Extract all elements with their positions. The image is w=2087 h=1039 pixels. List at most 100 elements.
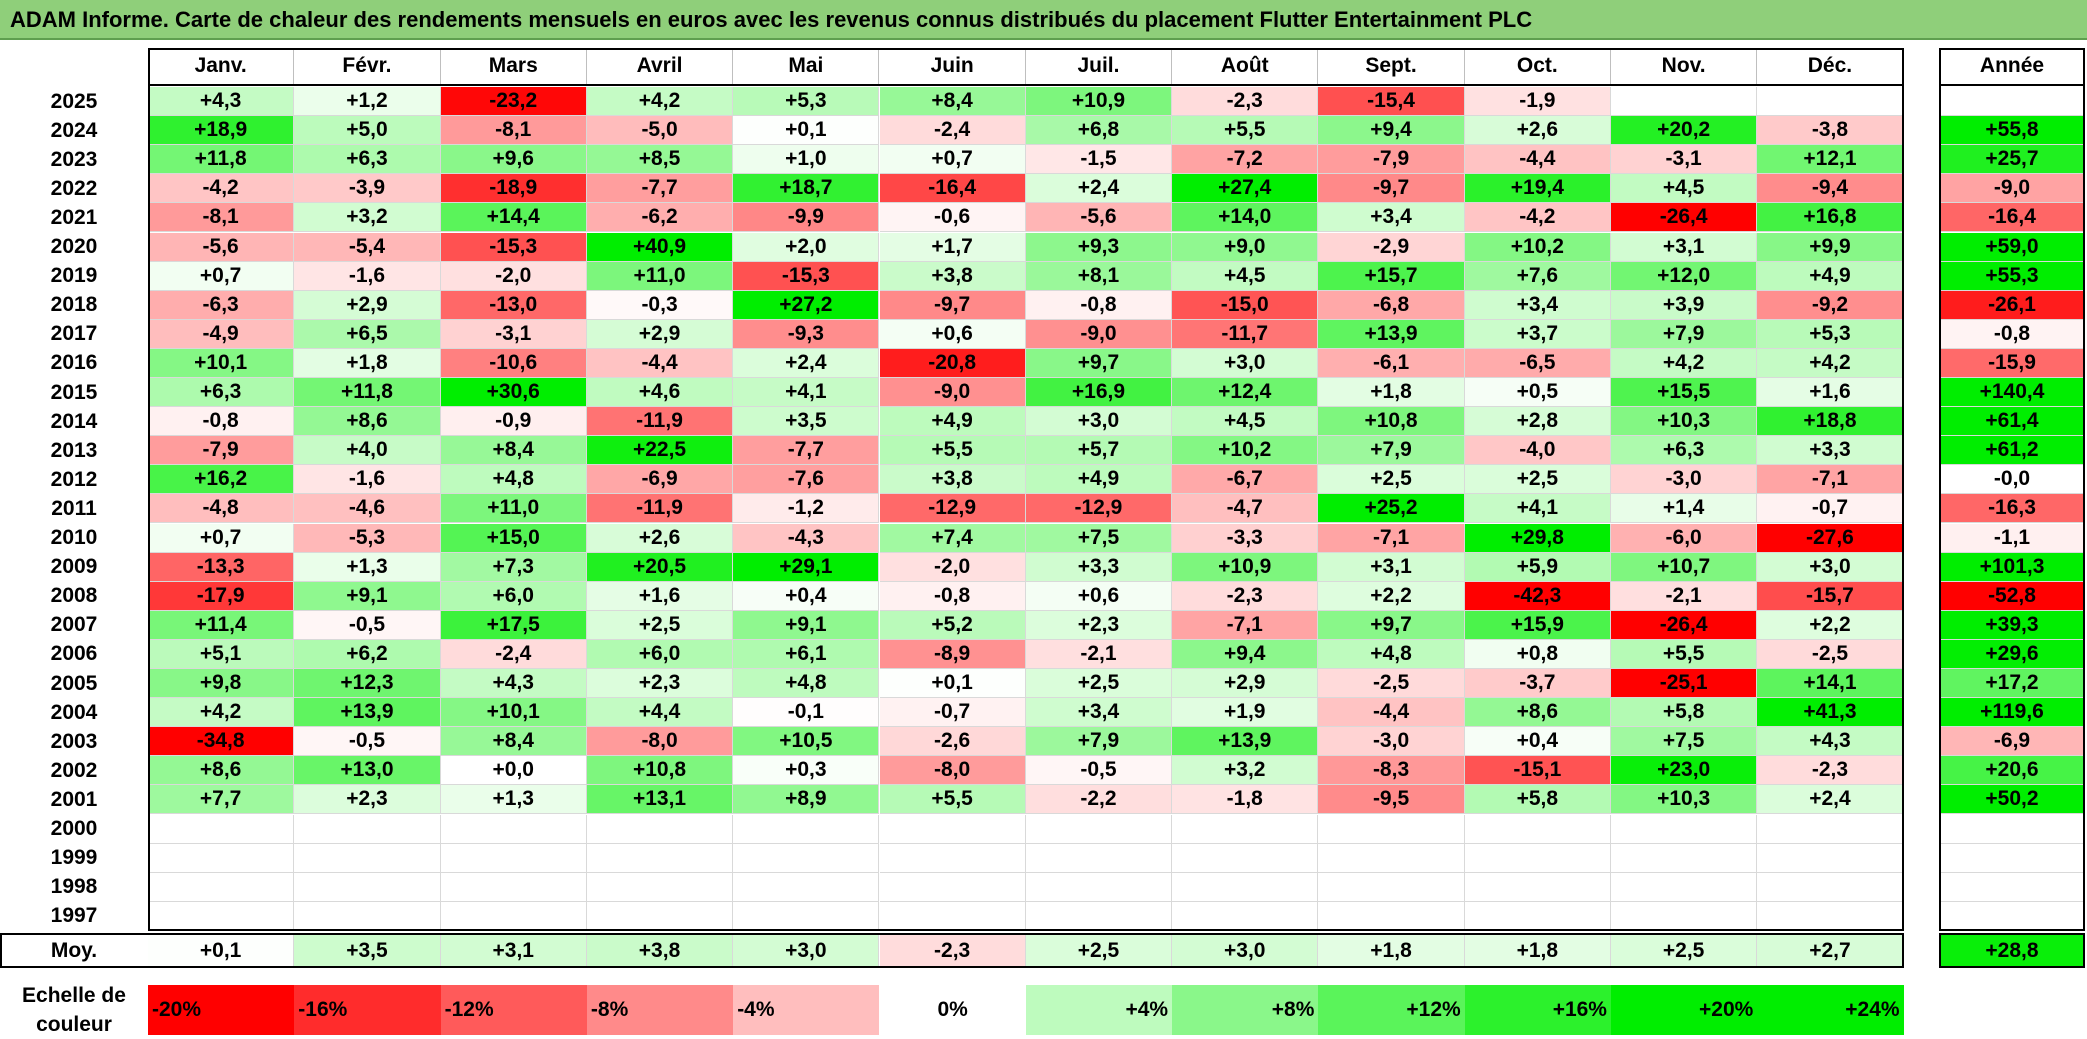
heatmap-cell: +4,9 bbox=[879, 407, 1026, 437]
annual-cell: +140,4 bbox=[1939, 378, 2085, 408]
annual-cell: -16,4 bbox=[1939, 203, 2085, 233]
heatmap-cell: +7,6 bbox=[1464, 261, 1611, 291]
annual-cell: -0,0 bbox=[1939, 465, 2085, 495]
heatmap-cell: -7,1 bbox=[1172, 610, 1319, 640]
heatmap-cell: +4,9 bbox=[1757, 261, 1904, 291]
heatmap-cell: +13,1 bbox=[586, 785, 734, 815]
row-year-label: 2005 bbox=[0, 669, 148, 699]
heatmap-cell: +3,2 bbox=[1172, 756, 1319, 786]
heatmap-cell: +29,8 bbox=[1464, 523, 1611, 553]
heatmap-cell bbox=[879, 814, 1026, 844]
heatmap-cell: +17,5 bbox=[440, 610, 587, 640]
heatmap-cell: +4,8 bbox=[440, 465, 587, 495]
heatmap-cell: +25,2 bbox=[1318, 494, 1465, 524]
heatmap-cell: +27,4 bbox=[1172, 174, 1319, 204]
row-year-label: 2014 bbox=[0, 407, 148, 437]
heatmap-cell: -6,0 bbox=[1611, 523, 1758, 553]
heatmap-cell: -3,1 bbox=[1611, 145, 1758, 175]
heatmap-cell: +10,8 bbox=[586, 756, 734, 786]
heatmap-cell: -2,4 bbox=[879, 116, 1026, 146]
row-year-label: 2004 bbox=[0, 698, 148, 728]
scale-label-line2: couleur bbox=[36, 1013, 112, 1036]
annual-cell: -0,8 bbox=[1939, 319, 2085, 349]
heatmap-cell: -2,1 bbox=[1611, 581, 1758, 611]
heatmap-cell: -9,9 bbox=[733, 203, 880, 233]
heatmap-cell: +5,3 bbox=[1757, 319, 1904, 349]
heatmap-cell: +4,3 bbox=[1757, 727, 1904, 757]
heatmap-cell: -7,9 bbox=[148, 436, 295, 466]
heatmap-cell: -6,7 bbox=[1172, 465, 1319, 495]
heatmap-cell: -42,3 bbox=[1464, 581, 1611, 611]
heatmap-cell: +5,3 bbox=[733, 87, 880, 117]
heatmap-cell: +2,2 bbox=[1757, 610, 1904, 640]
heatmap-cell: +2,9 bbox=[294, 290, 441, 320]
heatmap-cell: +2,5 bbox=[1318, 465, 1465, 495]
heatmap-cell bbox=[1025, 843, 1173, 873]
scale-swatch: -4% bbox=[733, 985, 880, 1035]
heatmap-cell: -11,9 bbox=[586, 494, 734, 524]
month-header-11: Nov. bbox=[1611, 48, 1758, 84]
row-year-label: 2017 bbox=[0, 319, 148, 349]
heatmap-cell: +13,9 bbox=[294, 698, 441, 728]
annual-cell: +20,6 bbox=[1939, 756, 2085, 786]
heatmap-cell: +4,9 bbox=[1025, 465, 1173, 495]
annual-cell bbox=[1939, 814, 2085, 844]
heatmap-cell: +9,0 bbox=[1172, 232, 1319, 262]
heatmap-cell bbox=[1757, 814, 1904, 844]
heatmap-cell: +3,8 bbox=[879, 465, 1026, 495]
row-year-label: 2007 bbox=[0, 610, 148, 640]
heatmap-cell bbox=[1611, 814, 1758, 844]
heatmap-cell bbox=[1172, 872, 1319, 902]
heatmap-cell: -2,4 bbox=[440, 639, 587, 669]
heatmap-cell: +6,0 bbox=[586, 639, 734, 669]
heatmap-cell: +6,0 bbox=[440, 581, 587, 611]
heatmap-cell: -0,6 bbox=[879, 203, 1026, 233]
row-year-label: 1997 bbox=[0, 901, 148, 931]
heatmap-cell: +18,9 bbox=[148, 116, 295, 146]
heatmap-cell: -0,8 bbox=[148, 407, 295, 437]
heatmap-cell: -6,2 bbox=[586, 203, 734, 233]
heatmap-cell bbox=[1025, 872, 1173, 902]
heatmap-cell: +18,8 bbox=[1757, 407, 1904, 437]
heatmap-cell: +7,9 bbox=[1611, 319, 1758, 349]
heatmap-cell bbox=[148, 872, 295, 902]
heatmap-cell: -20,8 bbox=[879, 348, 1026, 378]
heatmap-cell bbox=[1611, 87, 1758, 117]
heatmap-cell: +5,2 bbox=[879, 610, 1026, 640]
heatmap-cell: +2,8 bbox=[1464, 407, 1611, 437]
row-year-label: 2018 bbox=[0, 290, 148, 320]
heatmap-cell bbox=[1172, 901, 1319, 931]
heatmap-cell: -4,2 bbox=[148, 174, 295, 204]
heatmap-cell: +15,9 bbox=[1464, 610, 1611, 640]
heatmap-cell: -11,9 bbox=[586, 407, 734, 437]
heatmap-cell: -12,9 bbox=[879, 494, 1026, 524]
heatmap-cell: +3,1 bbox=[1318, 552, 1465, 582]
month-header-2: Févr. bbox=[294, 48, 441, 84]
heatmap-cell: +2,4 bbox=[1025, 174, 1173, 204]
heatmap-cell bbox=[733, 872, 880, 902]
heatmap-cell: +10,1 bbox=[148, 348, 295, 378]
heatmap-cell: -25,1 bbox=[1611, 669, 1758, 699]
heatmap-cell: -4,3 bbox=[733, 523, 880, 553]
heatmap-cell: -3,7 bbox=[1464, 669, 1611, 699]
heatmap-cell: -0,9 bbox=[440, 407, 587, 437]
average-cell: -2,3 bbox=[879, 935, 1026, 966]
heatmap-cell: -6,9 bbox=[586, 465, 734, 495]
heatmap-cell: -0,8 bbox=[879, 581, 1026, 611]
heatmap-cell: +10,9 bbox=[1172, 552, 1319, 582]
heatmap-cell bbox=[440, 843, 587, 873]
scale-swatch: +16% bbox=[1464, 985, 1611, 1035]
heatmap-cell bbox=[1611, 872, 1758, 902]
scale-swatch: 0% bbox=[879, 985, 1026, 1035]
heatmap-cell bbox=[294, 843, 441, 873]
heatmap-cell: -23,2 bbox=[440, 87, 587, 117]
heatmap-cell: -3,3 bbox=[1172, 523, 1319, 553]
heatmap-cell: -7,1 bbox=[1318, 523, 1465, 553]
heatmap-cell bbox=[1464, 872, 1611, 902]
heatmap-cell: -4,8 bbox=[148, 494, 295, 524]
heatmap-cell: -5,4 bbox=[294, 232, 441, 262]
heatmap-cell: +4,5 bbox=[1172, 261, 1319, 291]
month-header-7: Juil. bbox=[1025, 48, 1173, 84]
scale-swatch: -12% bbox=[440, 985, 587, 1035]
